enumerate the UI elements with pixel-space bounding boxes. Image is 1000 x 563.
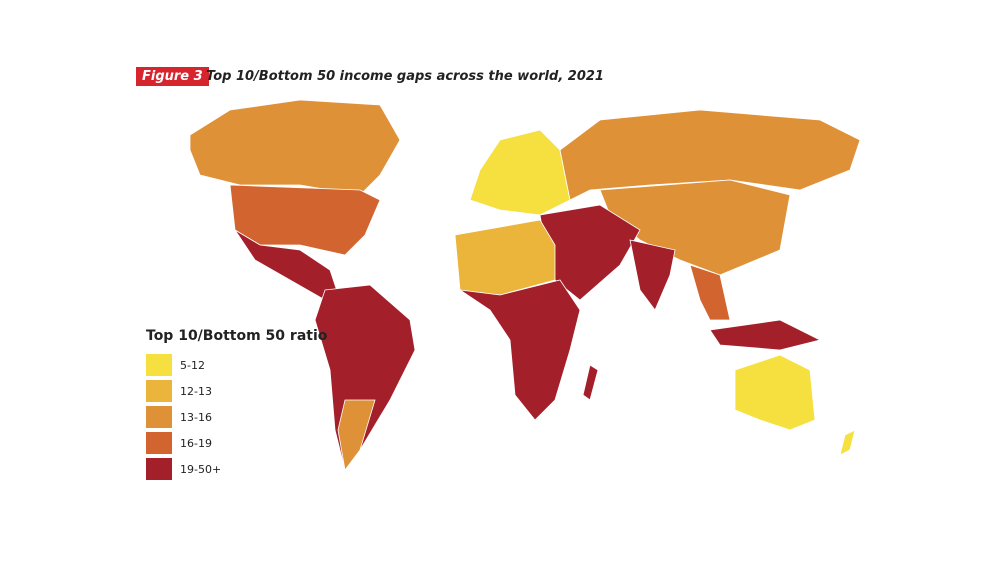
- legend-label: 13-16: [180, 410, 212, 424]
- legend-swatch: [146, 380, 172, 402]
- sub-saharan-africa: [459, 279, 581, 421]
- legend-swatch: [146, 458, 172, 480]
- canada: [189, 99, 401, 196]
- legend-items: 5-12 12-13 13-16 16-19 19-50+: [146, 352, 327, 482]
- north-africa: [454, 219, 556, 296]
- new-zealand: [839, 429, 856, 456]
- legend-swatch: [146, 406, 172, 428]
- southeast-asia: [689, 264, 731, 321]
- legend-item: 19-50+: [146, 456, 327, 482]
- legend: Top 10/Bottom 50 ratio 5-12 12-13 13-16 16-…: [146, 328, 327, 482]
- legend-swatch: [146, 354, 172, 376]
- legend-label: 5-12: [180, 358, 205, 372]
- figure-label: Figure 3: [136, 67, 209, 86]
- legend-item: 16-19: [146, 430, 327, 456]
- russia: [559, 109, 861, 201]
- legend-label: 16-19: [180, 436, 212, 450]
- legend-item: 12-13: [146, 378, 327, 404]
- indonesia: [709, 319, 822, 351]
- legend-label: 12-13: [180, 384, 212, 398]
- legend-title: Top 10/Bottom 50 ratio: [146, 328, 328, 344]
- legend-swatch: [146, 432, 172, 454]
- europe: [469, 129, 571, 216]
- legend-label: 19-50+: [180, 462, 222, 476]
- madagascar: [582, 364, 599, 401]
- south-america: [314, 284, 416, 471]
- india: [629, 239, 676, 311]
- legend-item: 5-12: [146, 352, 327, 378]
- australia: [734, 354, 816, 431]
- legend-item: 13-16: [146, 404, 327, 430]
- argentina: [337, 399, 376, 471]
- title: Top 10/Bottom 50 income gaps across the …: [206, 69, 604, 84]
